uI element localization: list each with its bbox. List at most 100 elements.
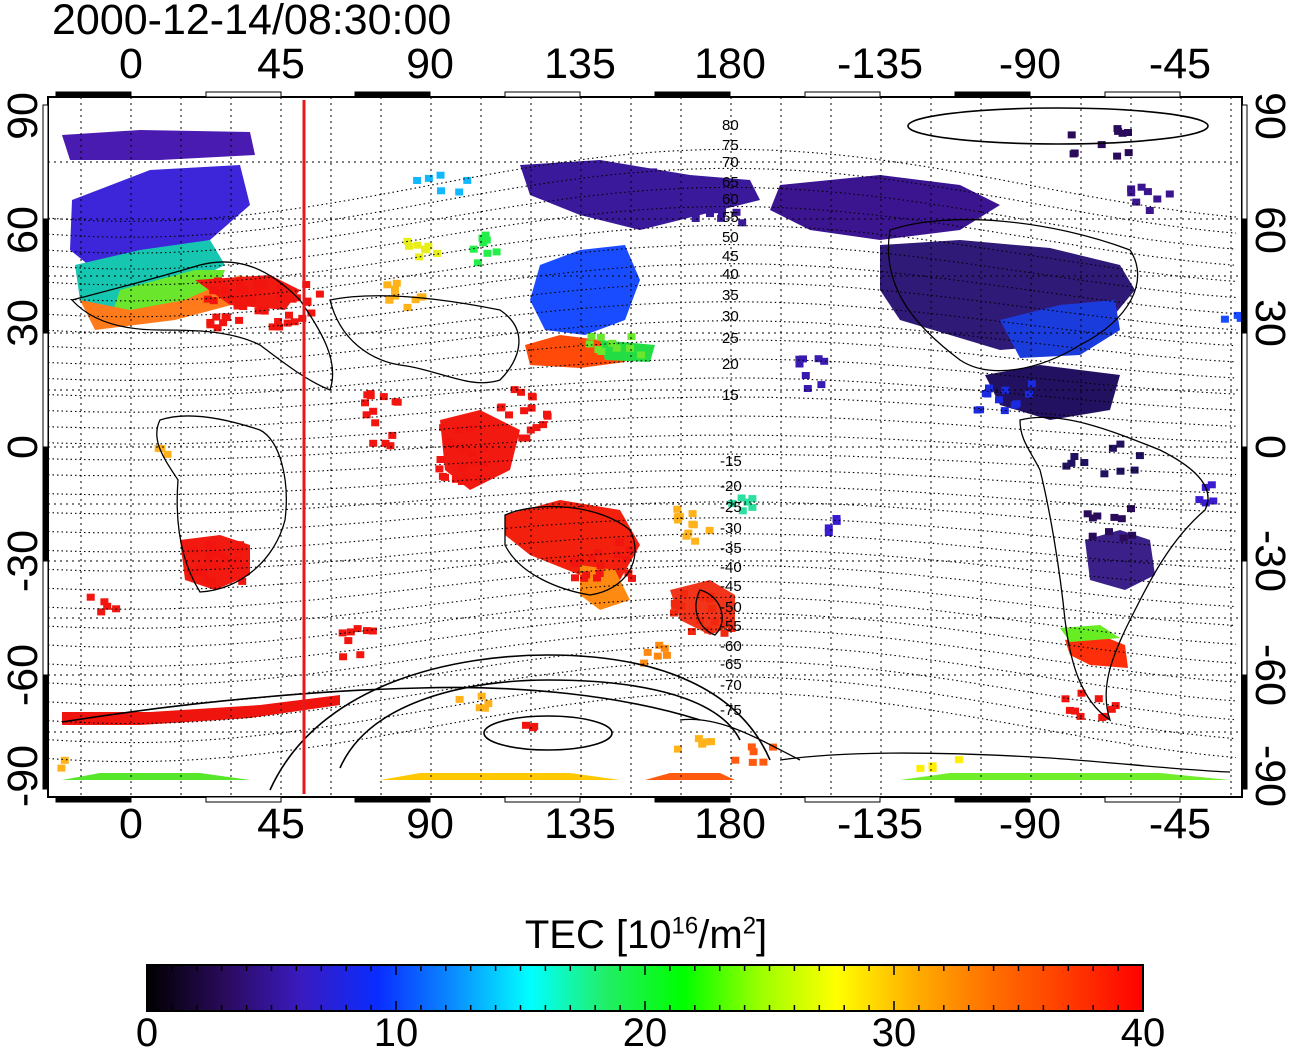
top-tick-m45: -45 — [1148, 40, 1212, 88]
tec-marker — [100, 598, 109, 606]
tec-marker — [436, 171, 445, 179]
mag-contour — [48, 434, 1237, 461]
mag-contour — [48, 533, 1237, 572]
tec-marker — [280, 294, 289, 302]
tec-marker — [236, 279, 244, 287]
tec-marker — [418, 293, 427, 301]
frame-bar — [55, 796, 132, 803]
frame-bar — [954, 91, 1031, 98]
tec-marker — [369, 439, 378, 447]
tec-marker — [711, 206, 719, 214]
tec-marker — [221, 555, 229, 563]
mag-contour — [48, 564, 1237, 610]
tec-marker — [717, 214, 726, 222]
tec-marker — [1070, 453, 1079, 460]
mag-contour — [48, 580, 1237, 629]
tec-marker — [1088, 514, 1097, 522]
tec-marker — [564, 170, 573, 177]
tec-marker — [1145, 207, 1154, 214]
tec-patch-na-canada — [770, 175, 1000, 240]
tec-marker — [586, 172, 594, 180]
tec-marker — [627, 333, 636, 341]
tec-marker — [517, 388, 525, 396]
colorbar-tick-30: 30 — [871, 1011, 917, 1055]
contour-label: -60 — [720, 638, 742, 655]
colorbar-title-exp2: 2 — [742, 912, 757, 940]
tec-marker — [684, 529, 693, 537]
mag-contour — [48, 676, 1237, 744]
tec-marker — [718, 208, 726, 216]
tec-marker — [459, 462, 468, 470]
tec-marker — [954, 756, 963, 764]
tec-marker — [1105, 528, 1113, 536]
tec-marker — [1130, 466, 1139, 474]
tec-marker — [1010, 401, 1019, 409]
tec-marker — [582, 180, 591, 188]
tec-marker — [803, 385, 812, 392]
tec-marker — [698, 740, 707, 748]
tec-marker — [366, 390, 375, 398]
contour-label: 15 — [722, 387, 739, 404]
tec-marker — [995, 396, 1003, 404]
tec-marker — [190, 546, 199, 554]
tec-marker — [1093, 512, 1102, 520]
contour-label: 55 — [722, 209, 739, 226]
tec-marker — [532, 424, 541, 432]
tec-patch-band-orange — [645, 773, 735, 780]
tec-marker — [433, 249, 441, 257]
tec-marker — [248, 295, 257, 303]
tec-marker — [1143, 188, 1152, 196]
tec-marker — [596, 178, 605, 186]
tec-patch-band-yellow — [380, 773, 620, 780]
tec-marker — [217, 551, 226, 559]
tec-marker — [814, 355, 823, 363]
tec-marker — [463, 176, 472, 184]
colorbar-title-mid: /m — [698, 913, 743, 957]
tec-marker — [233, 556, 242, 564]
magnetic-latitude-contours — [48, 148, 1237, 763]
tec-marker — [675, 211, 684, 219]
tec-patch-band-green-right — [900, 773, 1230, 780]
tec-marker — [253, 282, 262, 290]
tec-marker — [413, 177, 422, 184]
frame-bar — [654, 91, 731, 98]
contour-label: -20 — [720, 478, 742, 495]
tec-marker — [1113, 125, 1122, 133]
tec-marker — [1209, 497, 1218, 505]
bottom-tick-m135: -135 — [836, 800, 924, 848]
left-tick: 30 — [0, 299, 47, 347]
tec-marker — [670, 609, 678, 617]
frame-bar — [1104, 91, 1181, 98]
tec-patch-sa-green — [1060, 625, 1120, 642]
contour-label: -65 — [720, 656, 742, 673]
frame-bar — [1241, 674, 1248, 790]
tec-marker — [208, 541, 217, 549]
tec-marker — [1027, 380, 1036, 388]
tec-marker — [824, 524, 833, 532]
tec-marker — [795, 355, 804, 363]
tec-marker — [276, 284, 285, 292]
tec-marker — [731, 756, 740, 764]
tec-marker — [392, 279, 401, 287]
tec-marker — [824, 529, 833, 536]
tec-marker — [1067, 459, 1076, 467]
tec-marker — [457, 478, 466, 485]
tec-marker — [1062, 462, 1071, 470]
tec-marker — [613, 551, 622, 558]
tec-marker — [391, 285, 399, 293]
tec-marker — [338, 629, 347, 637]
frame-bar — [654, 796, 731, 803]
tec-marker — [522, 721, 530, 729]
tec-marker — [470, 458, 479, 466]
tec-marker — [1107, 705, 1116, 713]
tec-marker — [1117, 515, 1126, 523]
tec-marker — [205, 556, 214, 564]
tec-marker — [468, 449, 477, 457]
tec-marker — [283, 319, 292, 327]
tec-marker — [634, 193, 642, 201]
tec-marker — [1195, 496, 1204, 504]
tec-marker — [1201, 499, 1210, 507]
tec-marker — [928, 764, 937, 772]
top-tick-90: 90 — [406, 40, 454, 88]
tec-marker — [219, 319, 228, 327]
